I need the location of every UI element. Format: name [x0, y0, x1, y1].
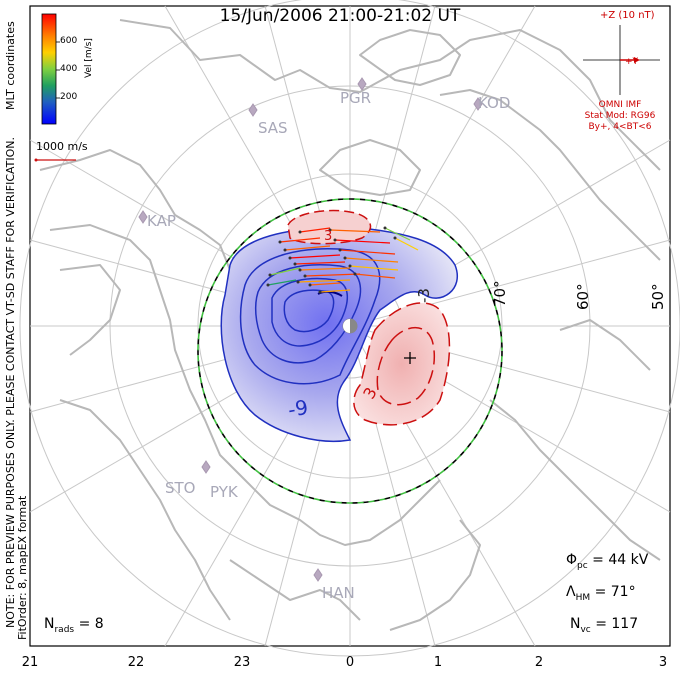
stat-lambda-hm: ΛHM = 71°	[566, 584, 636, 603]
reference-vector-origin	[34, 158, 38, 162]
stat-nrads: Nrads = 8	[44, 616, 104, 635]
mlt-tick-label: 3	[658, 655, 668, 670]
stat-nvc-symbol: N	[570, 616, 581, 632]
colorbar-unit-label: Vel [m/s]	[84, 38, 94, 78]
mlt-tick-label: 0	[345, 655, 355, 670]
colorbar-ticks	[56, 41, 60, 99]
map-title: 15/Jun/2006 21:00-21:02 UT	[219, 6, 461, 26]
lat-label-50: 50°	[649, 283, 667, 310]
stat-nrads-value: = 8	[78, 616, 104, 632]
stat-nrads-symbol: N	[44, 616, 55, 632]
positive-cell	[353, 302, 451, 426]
stat-phi-sub: pc	[577, 560, 588, 571]
contour-label-small-negative: -3	[415, 288, 433, 303]
lat-label-70: 70°	[491, 280, 509, 307]
imf-scale-label: +Z (10 nT)	[600, 10, 655, 21]
velocity-colorbar	[41, 13, 57, 125]
imf-arrowhead	[634, 57, 640, 63]
imf-y-label: +Y	[625, 57, 639, 67]
stat-nvc: Nvc = 117	[570, 616, 638, 635]
station-label: STO	[165, 479, 196, 497]
stat-phi-value: = 44 kV	[592, 552, 649, 568]
station-label: KOD	[478, 94, 510, 112]
imf-stat-model: Stat Mod: RG96	[584, 111, 656, 121]
mlt-tick-label: 22	[127, 655, 145, 670]
hm-boundary-green	[197, 198, 503, 504]
stat-nvc-value: = 117	[595, 616, 639, 632]
mlt-tick-label: 21	[21, 655, 39, 670]
stat-nvc-sub: vc	[580, 624, 591, 635]
contour-label-negative: -9	[286, 395, 310, 422]
stat-lambda-symbol: Λ	[566, 584, 576, 600]
coastlines	[39, 19, 661, 631]
velocity-vectors	[267, 227, 419, 293]
vector-origins	[266, 226, 397, 294]
imf-info: OMNI IMF Stat Mod: RG96 By+, 4<BT<6	[570, 100, 670, 133]
contour-label-small-positive: 3	[324, 229, 332, 244]
fit-order-note: FitOrder: 8, mapEX format	[16, 495, 29, 640]
imf-condition: By+, 4<BT<6	[588, 122, 652, 132]
stat-lambda-value: = 71°	[594, 584, 636, 600]
mlt-tick-label: 23	[233, 655, 251, 670]
reference-vector-label: 1000 m/s	[36, 140, 88, 153]
colorbar-tick-label: 200	[60, 92, 78, 102]
station-label: KAP	[147, 212, 176, 230]
stat-nrads-sub: rads	[54, 624, 75, 635]
station-label: PYK	[210, 483, 239, 501]
coordinates-note: MLT coordinates	[4, 21, 17, 110]
pole-marker	[342, 318, 358, 334]
station-markers	[138, 77, 483, 582]
stat-phi-pc: Φpc = 44 kV	[566, 552, 648, 571]
station-label: PGR	[340, 89, 371, 107]
colorbar-tick-label: 400	[60, 64, 78, 74]
station-label: SAS	[258, 119, 288, 137]
colorbar-tick-label: 600	[60, 36, 78, 46]
lat-label-60: 60°	[574, 283, 592, 310]
station-label: HAN	[322, 584, 355, 602]
stat-lambda-sub: HM	[575, 592, 591, 603]
station-labels: PGR KOD SAS KAP STO PYK HAN	[147, 89, 510, 602]
mlt-tick-label: 2	[534, 655, 544, 670]
mlt-tick-label: 1	[433, 655, 443, 670]
imf-source: OMNI IMF	[598, 100, 642, 110]
stat-phi-symbol: Φ	[566, 552, 578, 568]
noon-positive-cell	[287, 209, 372, 245]
